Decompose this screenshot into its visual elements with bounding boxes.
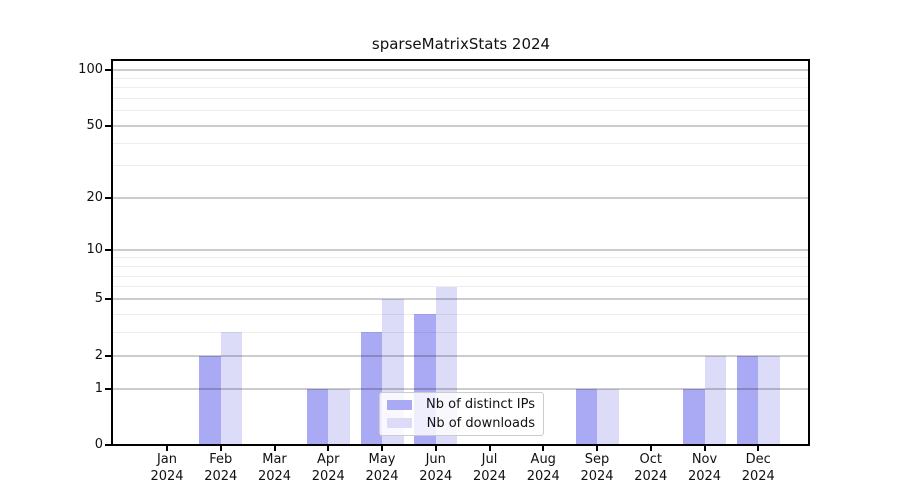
y-tick (105, 298, 111, 301)
y-tick-label-2: 2 (94, 347, 103, 363)
bar-distinct-ips-apr (306, 388, 329, 444)
y-tick (105, 124, 111, 127)
gridline-minor (113, 77, 808, 79)
x-tick (381, 446, 383, 451)
legend-swatch-distinct-ips (387, 399, 412, 410)
bar-downloads-nov (704, 355, 726, 444)
x-tick (542, 446, 545, 451)
legend: Nb of distinct IPs Nb of downloads (379, 392, 544, 436)
x-tick-label-jun: Jun 2024 (419, 452, 453, 484)
x-tick (757, 446, 760, 451)
legend-item-downloads: Nb of downloads (387, 416, 535, 432)
x-tick-label-sep: Sep 2024 (580, 452, 614, 484)
gridline-major (113, 298, 808, 301)
y-tick-label-20: 20 (86, 189, 103, 205)
chart-title: sparseMatrixStats 2024 (371, 35, 551, 53)
bar-distinct-ips-feb (199, 355, 221, 444)
y-tick-label-5: 5 (94, 291, 103, 307)
gridline-minor (113, 265, 808, 267)
x-tick-label-feb: Feb 2024 (204, 452, 238, 484)
gridline-minor (113, 275, 808, 277)
gridline-minor (113, 286, 808, 288)
gridline-major (113, 69, 808, 71)
legend-item-distinct-ips: Nb of distinct IPs (387, 397, 535, 413)
gridline-minor (113, 87, 808, 89)
legend-swatch-downloads (387, 418, 412, 429)
gridline-minor (113, 110, 808, 112)
x-tick-label-may: May 2024 (365, 452, 399, 484)
x-tick-label-mar: Mar 2024 (257, 452, 292, 484)
x-tick (327, 446, 330, 451)
gridline-major (113, 354, 808, 357)
legend-label-distinct-ips: Nb of distinct IPs (426, 397, 535, 413)
y-tick (105, 444, 111, 446)
gridline-minor (113, 313, 808, 315)
x-tick (219, 446, 222, 451)
x-tick-label-aug: Aug 2024 (526, 452, 560, 484)
x-tick-label-oct: Oct 2024 (634, 452, 668, 484)
y-tick-label-1: 1 (94, 380, 103, 396)
y-tick-label-0: 0 (94, 437, 103, 452)
bar-downloads-apr (328, 388, 350, 444)
y-tick (105, 196, 111, 199)
gridline-minor (113, 142, 808, 144)
x-tick (703, 446, 706, 451)
x-tick-label-nov: Nov 2024 (687, 452, 722, 484)
bar-downloads-dec (758, 355, 780, 444)
x-tick (434, 446, 437, 451)
gridline-minor (113, 98, 808, 100)
x-tick-label-jul: Jul 2024 (472, 452, 507, 484)
y-tick-label-50: 50 (86, 117, 103, 133)
bar-distinct-ips-may (360, 332, 382, 444)
x-tick (596, 446, 598, 451)
y-tick-label-10: 10 (86, 242, 103, 258)
y-tick (105, 69, 111, 71)
bar-downloads-sep (597, 388, 619, 444)
legend-label-downloads: Nb of downloads (426, 415, 535, 431)
x-tick-label-apr: Apr 2024 (311, 452, 345, 484)
x-tick-label-jan: Jan 2024 (150, 452, 184, 484)
gridline-minor (113, 165, 808, 167)
bar-distinct-ips-nov (683, 388, 705, 444)
x-tick (649, 446, 652, 451)
bar-distinct-ips-sep (575, 388, 597, 444)
x-tick-label-dec: Dec 2024 (741, 452, 775, 484)
x-tick (166, 446, 168, 451)
y-tick-label-100: 100 (78, 62, 103, 77)
y-tick (105, 387, 111, 390)
x-tick (488, 446, 491, 451)
gridline-minor (113, 257, 808, 259)
gridline-major (113, 196, 808, 199)
gridline-major (113, 387, 808, 390)
gridline-minor (113, 331, 808, 333)
y-tick (105, 354, 111, 357)
bar-distinct-ips-dec (736, 355, 759, 444)
gridline-major (113, 249, 808, 252)
x-tick (273, 446, 276, 451)
bar-downloads-feb (220, 332, 243, 444)
gridline-major (113, 124, 808, 127)
y-tick (105, 249, 111, 252)
